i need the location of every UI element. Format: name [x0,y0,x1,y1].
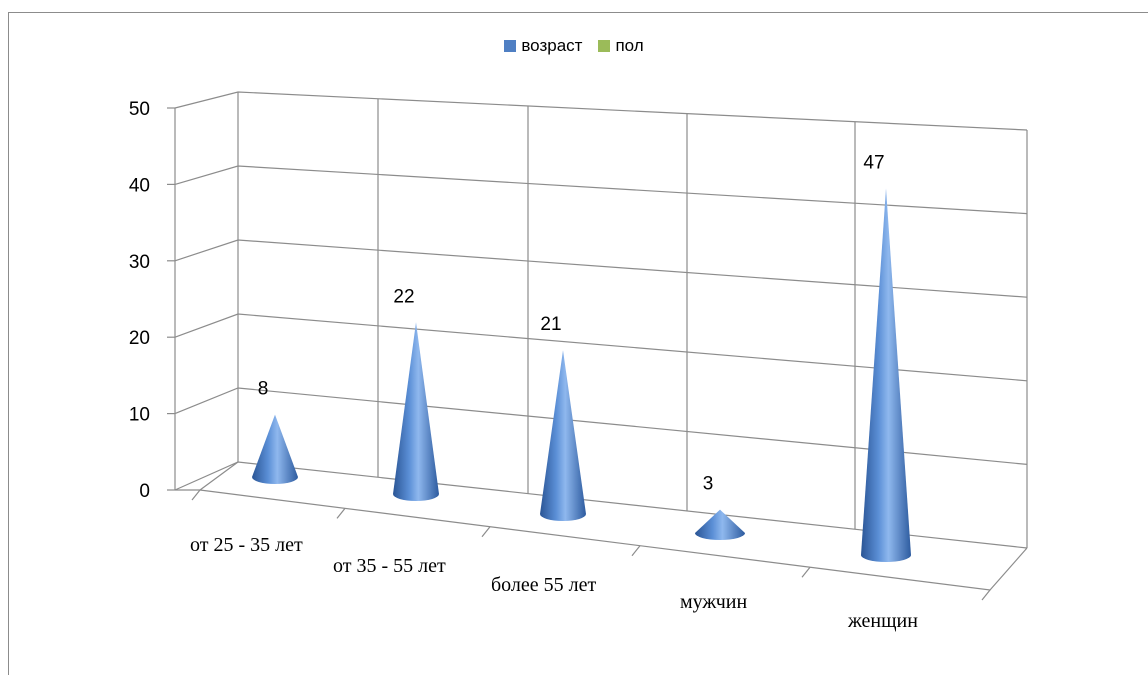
cone-body [540,350,586,521]
x-tick-mark [631,545,641,557]
cone-body [861,188,911,562]
chart-frame [8,12,1148,675]
y-tick-label: 40 [129,175,150,196]
legend-item-vozrast: возраст [504,36,582,56]
cone-bar [540,350,586,521]
x-tick-mark [481,526,491,538]
cone-bar [695,509,745,540]
cone-body [252,414,298,484]
data-label: 3 [703,474,714,495]
data-label: 22 [393,286,414,307]
category-label: от 35 - 55 лет [333,555,446,577]
gridline [174,313,1028,382]
data-label: 8 [258,379,269,400]
legend-item-pol: пол [598,36,644,56]
cone-bar [252,414,298,484]
data-label: 47 [863,152,884,173]
cone-bar [861,188,911,562]
category-label: более 55 лет [491,574,597,596]
x-tick-mark [981,589,991,601]
legend-label-vozrast: возраст [521,36,583,55]
category-label: женщин [847,610,918,632]
cone-bar [393,322,439,501]
x-tick-mark [336,507,346,519]
legend-swatch-vozrast [504,40,517,52]
legend-swatch-pol [598,40,611,52]
cone-body [393,322,439,501]
category-label: от 25 - 35 лет [190,534,303,556]
gridline [174,91,1028,131]
legend: возраст пол [0,36,1148,56]
floor-side-edge [199,461,239,491]
y-tick-label: 10 [129,405,150,426]
y-tick-label: 30 [129,252,150,273]
cone-body [695,509,745,540]
category-label: мужчин [680,591,747,613]
y-tick-label: 0 [139,481,150,502]
data-label: 21 [540,314,561,335]
y-tick-label: 50 [129,99,150,120]
floor-edge [175,489,1028,591]
x-tick-mark [191,489,201,501]
gridline [174,239,1028,298]
gridline [174,165,1028,215]
y-tick-label: 20 [129,328,150,349]
x-tick-mark [801,566,811,578]
legend-label-pol: пол [615,36,644,55]
